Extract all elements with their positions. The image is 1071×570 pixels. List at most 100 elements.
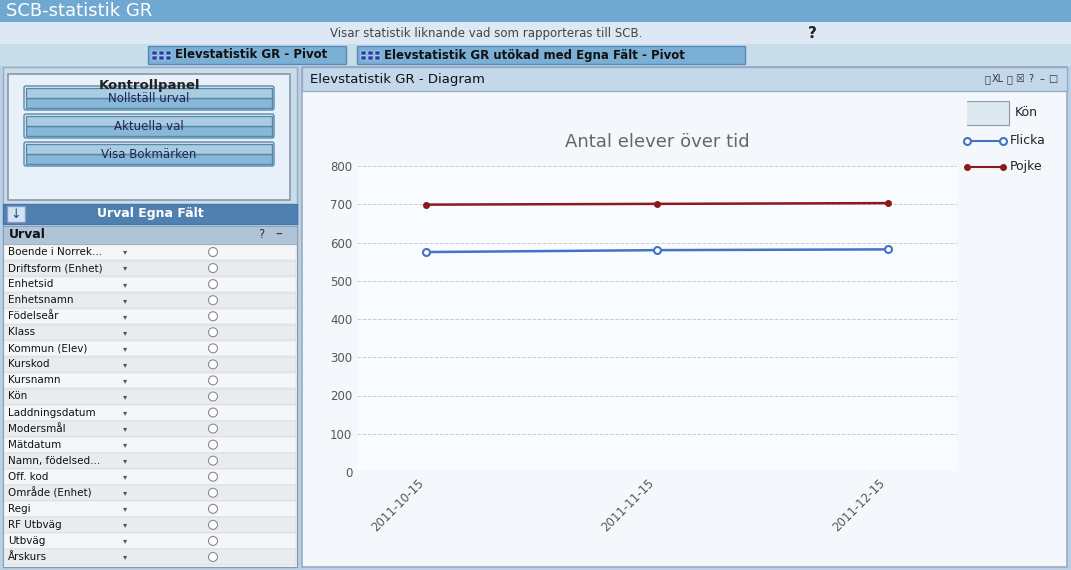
Circle shape [209,296,217,305]
Text: ▾: ▾ [123,408,127,417]
Bar [148,46,346,64]
Text: –: – [1040,74,1044,84]
Text: ▾: ▾ [123,344,127,353]
Bar [26,154,272,164]
Text: ?: ? [808,26,817,40]
Circle shape [209,504,217,514]
Text: Elevstatistik GR utökad med Egna Fält - Pivot: Elevstatistik GR utökad med Egna Fält - … [384,48,684,62]
Text: ⧠: ⧠ [1006,74,1012,84]
Bar [4,501,296,517]
Bar [4,485,296,501]
Text: Klass: Klass [7,327,35,337]
Text: ▾: ▾ [123,520,127,530]
Bar [4,518,296,533]
Bar [4,245,296,260]
Text: Födelseår: Födelseår [7,311,59,321]
Text: Utbväg: Utbväg [7,536,45,546]
Text: ▾: ▾ [123,360,127,369]
Circle shape [209,536,217,545]
Text: Kön: Kön [7,392,27,401]
Circle shape [209,312,217,321]
Bar [4,421,296,437]
Bar [361,56,366,60]
Bar [3,67,297,567]
Text: Kommun (Elev): Kommun (Elev) [7,343,88,353]
Text: Nollställ urval: Nollställ urval [108,92,190,104]
Text: ▾: ▾ [123,536,127,545]
Text: ▾: ▾ [123,392,127,401]
Bar [302,67,1067,91]
Bar [26,116,272,126]
Bar [159,56,164,60]
Text: Boende i Norrek...: Boende i Norrek... [7,247,102,257]
Bar [26,98,272,108]
Bar [4,260,296,276]
Text: Urval: Urval [9,229,46,242]
Text: Aktuella val: Aktuella val [115,120,184,132]
Text: ?: ? [1028,74,1034,84]
Bar [4,549,296,565]
Circle shape [209,424,217,433]
Text: Område (Enhet): Område (Enhet) [7,487,92,499]
Bar [357,46,745,64]
Bar [4,534,296,549]
Circle shape [209,488,217,497]
Text: –: – [275,228,283,242]
Text: Enhetsnamn: Enhetsnamn [7,295,74,305]
Circle shape [209,360,217,369]
Text: Urval Egna Fält: Urval Egna Fält [96,207,203,221]
Circle shape [209,520,217,530]
Bar [4,373,296,388]
Text: □: □ [1049,74,1058,84]
Text: ⦿: ⦿ [984,74,990,84]
Text: ▾: ▾ [123,280,127,288]
Bar [375,51,380,55]
Text: Enhetsid: Enhetsid [7,279,54,289]
Title: Antal elever över tid: Antal elever över tid [564,133,750,150]
Bar [4,389,296,405]
Text: Visa Bokmärken: Visa Bokmärken [102,148,197,161]
Text: XL: XL [992,74,1005,84]
Text: Driftsform (Enhet): Driftsform (Enhet) [7,263,103,273]
Bar [26,88,272,98]
Bar [4,309,296,324]
Bar [4,453,296,469]
Bar [4,469,296,484]
Text: ▾: ▾ [123,456,127,465]
Bar [166,51,171,55]
Text: ▾: ▾ [123,472,127,481]
Bar [152,51,157,55]
Text: ▾: ▾ [123,440,127,449]
Circle shape [209,376,217,385]
Bar [302,67,1067,567]
Text: Årskurs: Årskurs [7,552,47,562]
Text: ↓: ↓ [11,207,21,221]
Text: Flicka: Flicka [1010,135,1045,148]
Text: ▾: ▾ [123,312,127,321]
Text: SCB-statistik GR: SCB-statistik GR [6,2,152,20]
Bar [0,0,1071,22]
Text: ?: ? [258,229,265,242]
Bar [4,325,296,340]
Bar [166,56,171,60]
Circle shape [209,344,217,353]
Circle shape [209,552,217,561]
Circle shape [209,440,217,449]
Text: ▾: ▾ [123,247,127,256]
Circle shape [209,456,217,465]
Bar [159,51,164,55]
Bar [4,357,296,372]
Bar [3,226,297,244]
Bar [7,206,25,222]
Text: Kursnamn: Kursnamn [7,376,60,385]
Text: ▾: ▾ [123,263,127,272]
Text: Elevstatistik GR - Pivot: Elevstatistik GR - Pivot [175,48,328,62]
Text: Off. kod: Off. kod [7,472,48,482]
Text: Visar statistik liknande vad som rapporteras till SCB.: Visar statistik liknande vad som rapport… [330,26,643,39]
Text: Kön: Kön [1014,107,1038,120]
Text: Kontrollpanel: Kontrollpanel [99,79,200,92]
Circle shape [209,328,217,337]
Bar [7,74,290,200]
Bar [4,437,296,453]
Bar [4,341,296,356]
